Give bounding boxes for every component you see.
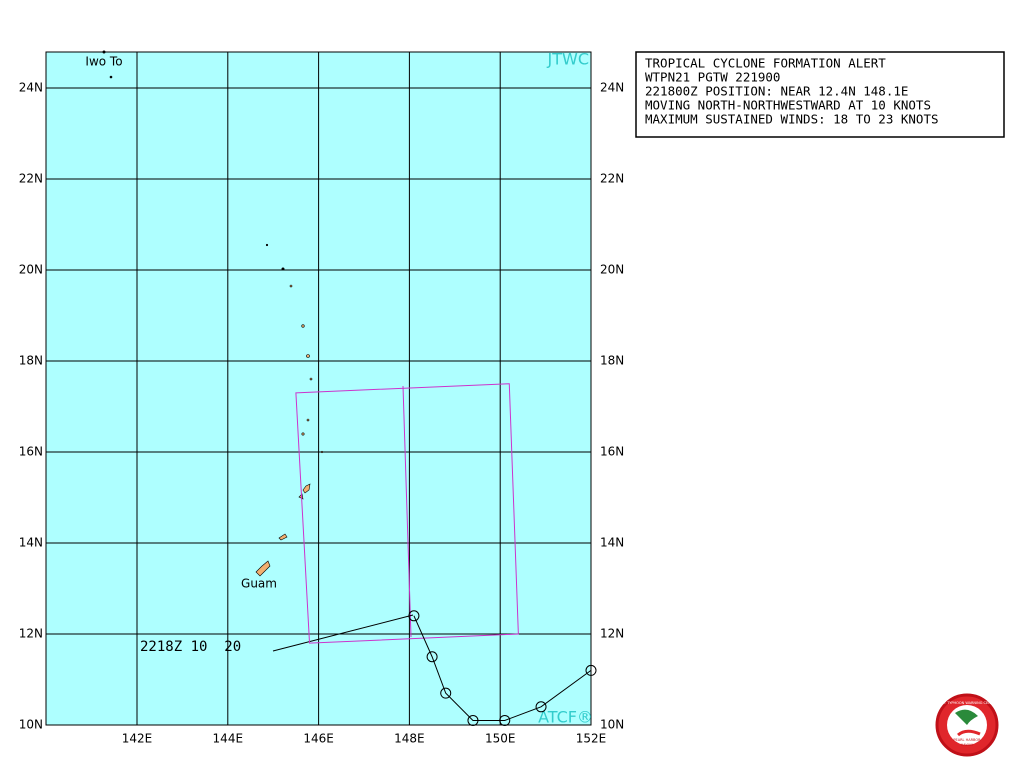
alert-line: WTPN21 PGTW 221900 — [645, 70, 780, 85]
lon-label: 146E — [303, 732, 334, 746]
lat-label: 24N — [600, 81, 624, 95]
track-point — [440, 687, 452, 699]
lat-label: 16N — [19, 445, 43, 459]
lat-label: 24N — [19, 81, 43, 95]
lat-label: 22N — [600, 172, 624, 186]
logo-text: JOINT TYPHOON WARNING CENTER — [935, 701, 998, 705]
lat-label: 20N — [19, 263, 43, 277]
place-label: Iwo To — [85, 55, 122, 69]
lon-label: 150E — [485, 732, 516, 746]
area-divider — [402, 385, 412, 638]
lon-label: 142E — [122, 732, 153, 746]
lat-label: 22N — [19, 172, 43, 186]
lat-label: 12N — [600, 627, 624, 641]
logo-text: HAWAII — [961, 743, 974, 747]
alert-box — [635, 51, 1005, 138]
lon-label: 152E — [576, 732, 607, 746]
alert-line: 221800Z POSITION: NEAR 12.4N 148.1E — [645, 84, 908, 99]
alert-area — [295, 383, 519, 644]
grid — [46, 52, 592, 726]
track-point — [499, 714, 511, 726]
lat-label: 16N — [600, 445, 624, 459]
track-line — [413, 615, 592, 721]
label-leader — [272, 614, 414, 652]
track-point — [426, 651, 438, 663]
lat-label: 18N — [600, 354, 624, 368]
track-label: 2218Z 10 20 — [140, 639, 241, 655]
lat-label: 10N — [19, 718, 43, 732]
islands — [102, 50, 324, 577]
logo-text: PEARL HARBOR — [953, 738, 981, 742]
atcf-label: ATCF® — [538, 708, 593, 727]
lon-label: 148E — [394, 732, 425, 746]
track-point — [408, 610, 420, 622]
lat-label: 14N — [600, 536, 624, 550]
logo: JOINT TYPHOON WARNING CENTER PEARL HARBO… — [935, 693, 999, 757]
lat-label: 20N — [600, 263, 624, 277]
alert-line: TROPICAL CYCLONE FORMATION ALERT — [645, 56, 886, 71]
source-label: JTWC — [547, 50, 589, 69]
lat-label: 10N — [600, 718, 624, 732]
track-point — [535, 701, 547, 713]
alert-line: MOVING NORTH-NORTHWESTWARD AT 10 KNOTS — [645, 98, 931, 113]
lat-label: 18N — [19, 354, 43, 368]
lat-label: 12N — [19, 627, 43, 641]
place-label: Guam — [241, 577, 277, 591]
alert-line: MAXIMUM SUSTAINED WINDS: 18 TO 23 KNOTS — [645, 112, 939, 127]
lat-label: 14N — [19, 536, 43, 550]
lon-label: 144E — [213, 732, 244, 746]
track-point — [585, 664, 597, 676]
track-point — [467, 714, 479, 726]
